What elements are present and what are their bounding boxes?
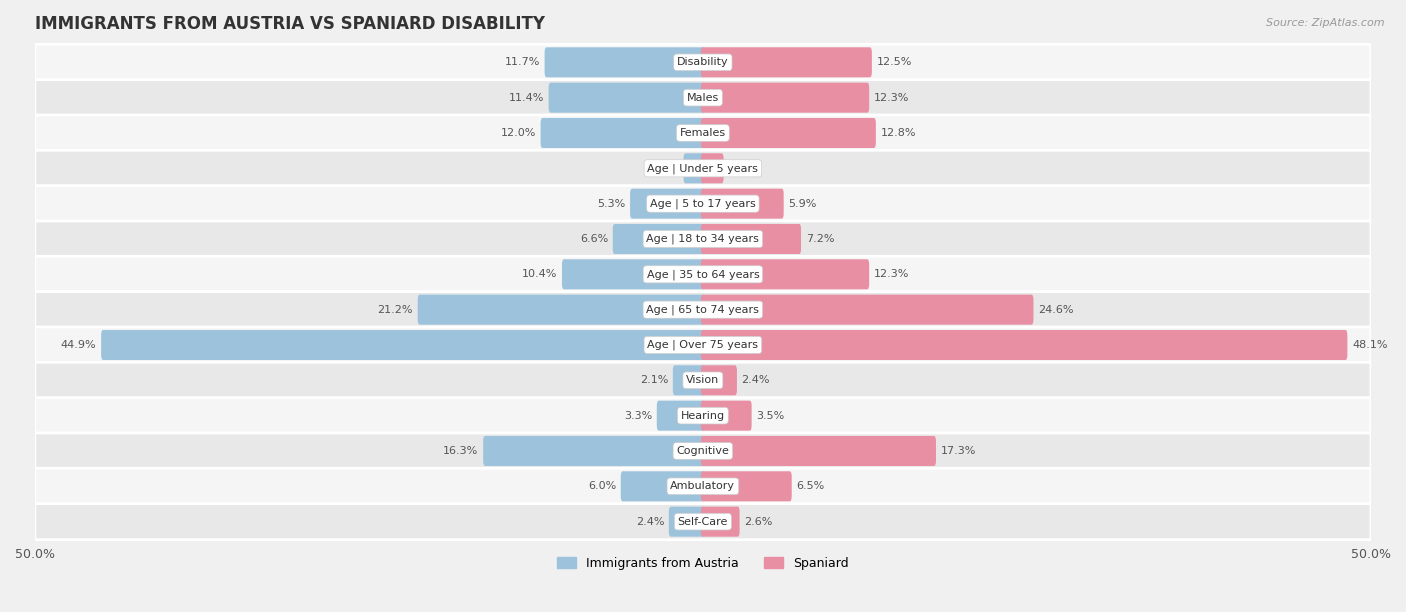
Text: 12.0%: 12.0%	[501, 128, 536, 138]
FancyBboxPatch shape	[562, 259, 704, 289]
FancyBboxPatch shape	[35, 504, 1371, 540]
Text: 21.2%: 21.2%	[378, 305, 413, 315]
Text: 6.0%: 6.0%	[588, 481, 616, 491]
Text: 6.6%: 6.6%	[579, 234, 607, 244]
FancyBboxPatch shape	[35, 256, 1371, 293]
FancyBboxPatch shape	[630, 188, 704, 218]
Text: Source: ZipAtlas.com: Source: ZipAtlas.com	[1267, 18, 1385, 28]
Text: 2.4%: 2.4%	[741, 375, 770, 386]
FancyBboxPatch shape	[657, 401, 704, 431]
FancyBboxPatch shape	[613, 224, 704, 254]
Text: 2.4%: 2.4%	[636, 517, 664, 527]
FancyBboxPatch shape	[700, 507, 740, 537]
FancyBboxPatch shape	[700, 365, 737, 395]
FancyBboxPatch shape	[620, 471, 704, 501]
FancyBboxPatch shape	[35, 151, 1371, 186]
Text: 2.1%: 2.1%	[640, 375, 668, 386]
FancyBboxPatch shape	[35, 433, 1371, 469]
Text: 6.5%: 6.5%	[796, 481, 825, 491]
Text: 48.1%: 48.1%	[1353, 340, 1388, 350]
Text: 44.9%: 44.9%	[60, 340, 97, 350]
FancyBboxPatch shape	[540, 118, 704, 148]
Legend: Immigrants from Austria, Spaniard: Immigrants from Austria, Spaniard	[553, 551, 853, 575]
FancyBboxPatch shape	[35, 292, 1371, 327]
Text: 11.4%: 11.4%	[509, 92, 544, 103]
FancyBboxPatch shape	[548, 83, 704, 113]
FancyBboxPatch shape	[700, 294, 1033, 324]
Text: Hearing: Hearing	[681, 411, 725, 420]
FancyBboxPatch shape	[35, 398, 1371, 434]
FancyBboxPatch shape	[101, 330, 704, 360]
FancyBboxPatch shape	[700, 436, 936, 466]
FancyBboxPatch shape	[669, 507, 704, 537]
Text: 24.6%: 24.6%	[1038, 305, 1074, 315]
FancyBboxPatch shape	[700, 47, 872, 77]
Text: 12.3%: 12.3%	[875, 92, 910, 103]
Text: IMMIGRANTS FROM AUSTRIA VS SPANIARD DISABILITY: IMMIGRANTS FROM AUSTRIA VS SPANIARD DISA…	[35, 15, 546, 33]
FancyBboxPatch shape	[418, 294, 704, 324]
Text: 17.3%: 17.3%	[941, 446, 976, 456]
FancyBboxPatch shape	[35, 362, 1371, 398]
Text: 12.5%: 12.5%	[876, 58, 912, 67]
Text: Males: Males	[686, 92, 718, 103]
FancyBboxPatch shape	[35, 185, 1371, 222]
FancyBboxPatch shape	[35, 115, 1371, 151]
FancyBboxPatch shape	[700, 330, 1347, 360]
FancyBboxPatch shape	[700, 153, 724, 184]
Text: 7.2%: 7.2%	[806, 234, 834, 244]
FancyBboxPatch shape	[673, 365, 704, 395]
Text: 5.9%: 5.9%	[789, 199, 817, 209]
Text: 3.5%: 3.5%	[756, 411, 785, 420]
FancyBboxPatch shape	[700, 224, 801, 254]
Text: Age | 18 to 34 years: Age | 18 to 34 years	[647, 234, 759, 244]
FancyBboxPatch shape	[35, 221, 1371, 257]
FancyBboxPatch shape	[484, 436, 704, 466]
FancyBboxPatch shape	[700, 471, 792, 501]
FancyBboxPatch shape	[700, 83, 869, 113]
Text: Vision: Vision	[686, 375, 720, 386]
FancyBboxPatch shape	[700, 118, 876, 148]
Text: 2.6%: 2.6%	[744, 517, 773, 527]
Text: 12.8%: 12.8%	[880, 128, 917, 138]
Text: 5.3%: 5.3%	[598, 199, 626, 209]
FancyBboxPatch shape	[35, 80, 1371, 116]
FancyBboxPatch shape	[35, 468, 1371, 504]
Text: Females: Females	[681, 128, 725, 138]
FancyBboxPatch shape	[700, 401, 752, 431]
FancyBboxPatch shape	[544, 47, 704, 77]
Text: 3.3%: 3.3%	[624, 411, 652, 420]
FancyBboxPatch shape	[35, 327, 1371, 363]
Text: 10.4%: 10.4%	[522, 269, 557, 279]
Text: Self-Care: Self-Care	[678, 517, 728, 527]
Text: Age | Under 5 years: Age | Under 5 years	[647, 163, 758, 174]
Text: Cognitive: Cognitive	[676, 446, 730, 456]
Text: Age | Over 75 years: Age | Over 75 years	[647, 340, 758, 350]
FancyBboxPatch shape	[700, 188, 783, 218]
Text: 16.3%: 16.3%	[443, 446, 478, 456]
Text: Age | 65 to 74 years: Age | 65 to 74 years	[647, 304, 759, 315]
Text: 12.3%: 12.3%	[875, 269, 910, 279]
Text: Age | 5 to 17 years: Age | 5 to 17 years	[650, 198, 756, 209]
Text: Disability: Disability	[678, 58, 728, 67]
Text: Age | 35 to 64 years: Age | 35 to 64 years	[647, 269, 759, 280]
FancyBboxPatch shape	[683, 153, 704, 184]
Text: 1.3%: 1.3%	[651, 163, 679, 173]
FancyBboxPatch shape	[700, 259, 869, 289]
FancyBboxPatch shape	[35, 44, 1371, 80]
Text: Ambulatory: Ambulatory	[671, 481, 735, 491]
Text: 11.7%: 11.7%	[505, 58, 540, 67]
Text: 1.4%: 1.4%	[728, 163, 756, 173]
